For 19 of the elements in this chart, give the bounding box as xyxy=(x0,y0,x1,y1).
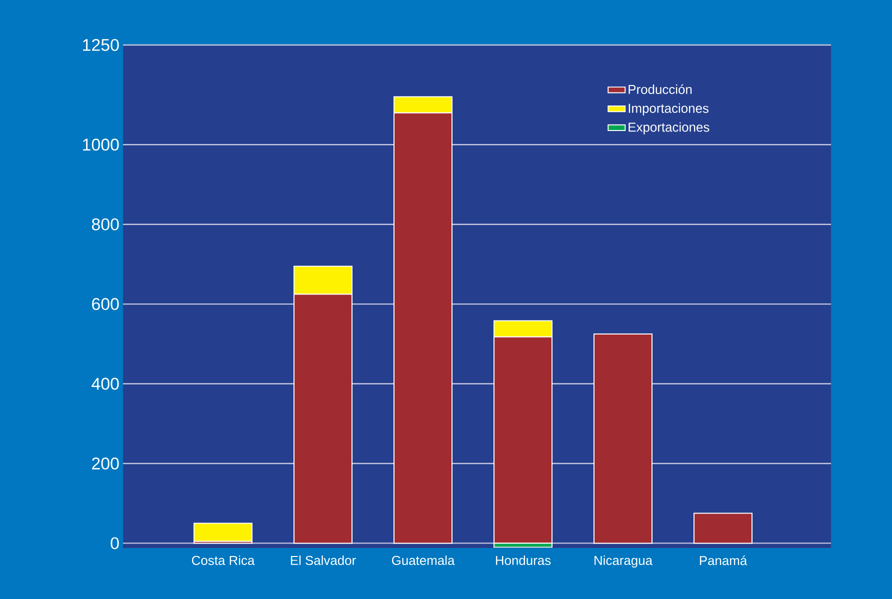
x-tick-label: Nicaragua xyxy=(594,556,653,568)
legend-label: Exportaciones xyxy=(628,122,710,134)
bar xyxy=(694,512,753,544)
bar xyxy=(594,333,653,544)
legend-label: Producción xyxy=(628,84,692,94)
y-tick-label: 800 xyxy=(92,218,119,230)
x-tick-label: Costa Rica xyxy=(192,556,255,566)
x-tick-label: Panamá xyxy=(700,556,748,566)
y-tick-label: 200 xyxy=(92,457,119,470)
y-tick-label: 0 xyxy=(110,537,119,550)
y-tick-label: 600 xyxy=(92,298,119,310)
y-tick-label: 400 xyxy=(92,378,119,390)
x-tick-label: El Salvador xyxy=(290,556,356,566)
legend-label: Importaciones xyxy=(628,103,709,116)
y-tick-label: 1250 xyxy=(83,38,119,51)
y-tick-label: 1000 xyxy=(83,138,119,151)
bar xyxy=(194,522,253,542)
x-tick-label: Guatemala xyxy=(392,556,455,566)
x-tick-label: Honduras xyxy=(496,556,551,566)
